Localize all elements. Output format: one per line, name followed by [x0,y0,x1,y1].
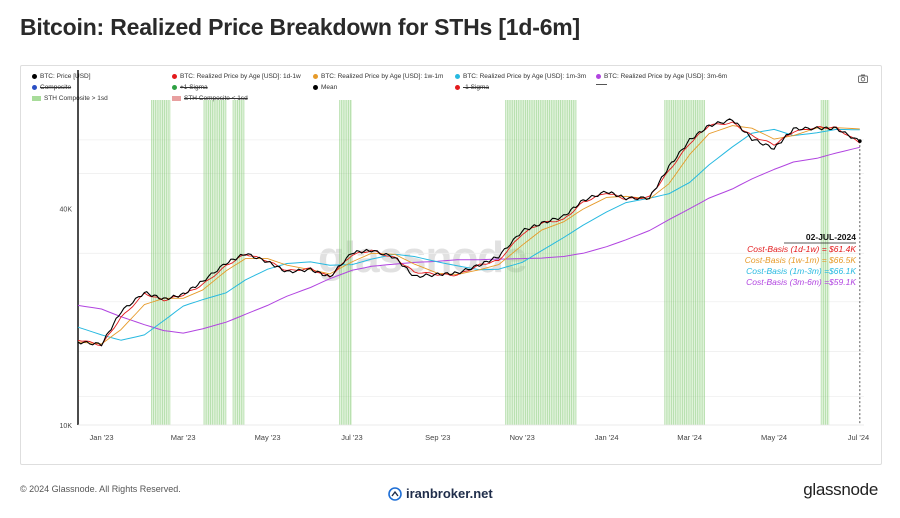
legend-label: BTC: Realized Price by Age [USD]: 1w-1m [321,73,444,80]
legend-marker [32,74,37,79]
legend-label: STH Composite > 1sd [44,95,108,102]
legend-label: Composite [40,84,72,91]
x-tick-label: Mar '23 [171,433,196,442]
series-line [77,146,860,334]
legend-label: BTC: Realized Price by Age [USD]: 1d-1w [180,73,301,80]
legend-label: -1 Sigma [463,84,490,91]
site-name: iranbroker.net [406,486,493,501]
x-tick-label: Sep '23 [425,433,450,442]
crosshair-point [858,139,862,143]
legend-marker [172,85,177,90]
footer-brand: glassnode [803,480,878,499]
x-tick-label: May '23 [255,433,281,442]
legend-label: BTC: Price [USD] [40,73,91,80]
annotation-date: 02-JUL-2024 [806,232,856,242]
legend-item[interactable]: BTC: Realized Price by Age [USD]: 3m-6m [596,73,727,80]
page-title: Bitcoin: Realized Price Breakdown for ST… [20,14,581,40]
annotation-line: Cost-Basis (1d-1w) = $61.4K [747,244,856,254]
legend-item[interactable]: -1 Sigma [455,84,489,91]
highlight-band [151,100,171,425]
legend-item[interactable]: BTC: Realized Price by Age [USD]: 1w-1m [313,73,443,80]
legend-label: +1 Sigma [180,84,208,91]
annotation-line: Cost-Basis (3m-6m) =$59.1K [746,277,856,287]
legend-label: Mean [321,84,338,91]
x-tick-label: Mar '24 [677,433,702,442]
x-tick-label: Nov '23 [510,433,535,442]
legend-marker [32,96,41,101]
x-tick-label: Jan '24 [595,433,619,442]
legend-item[interactable]: Mean [313,84,337,91]
annotation-line: Cost-Basis (1m-3m) =$66.1K [746,266,856,276]
site-watermark: iranbroker.net [388,486,493,501]
broker-logo-icon [388,486,402,501]
legend-label: BTC: Realized Price by Age [USD]: 1m-3m [463,73,587,80]
footer-copyright: © 2024 Glassnode. All Rights Reserved. [20,484,181,494]
x-tick-label: Jul '24 [848,433,869,442]
legend-item[interactable]: STH Composite < 1sd [172,95,248,102]
x-tick-label: May '24 [761,433,787,442]
legend-item[interactable]: STH Composite > 1sd [32,95,108,102]
series-line [77,121,861,347]
legend-item[interactable]: Composite [32,84,71,91]
highlight-band [339,100,352,425]
camera-icon[interactable] [858,74,868,86]
legend-item[interactable]: BTC: Price [USD] [32,73,91,80]
legend-marker [455,85,460,90]
legend-marker [596,84,607,85]
legend-marker [172,96,181,101]
legend-item[interactable]: BTC: Realized Price by Age [USD]: 1d-1w [172,73,301,80]
series-line [77,125,860,345]
x-tick-label: Jan '23 [90,433,114,442]
legend-label: STH Composite < 1sd [184,95,248,102]
x-tick-label: Jul '23 [341,433,362,442]
series-line [77,118,861,347]
legend-item[interactable]: BTC: Realized Price by Age [USD]: 1m-3m [455,73,586,80]
legend-item[interactable] [596,84,607,85]
annotation-line: Cost-Basis (1w-1m) = $66.5K [745,255,857,265]
legend-marker [313,74,318,79]
y-tick-label: 40K [60,206,73,213]
y-tick-label: 10K [60,423,73,430]
legend-marker [313,85,318,90]
legend-marker [596,74,601,79]
legend-marker [172,74,177,79]
legend-marker [32,85,37,90]
legend-marker [455,74,460,79]
legend-item[interactable]: +1 Sigma [172,84,208,91]
series-line [77,128,860,341]
legend-label: BTC: Realized Price by Age [USD]: 3m-6m [604,73,728,80]
